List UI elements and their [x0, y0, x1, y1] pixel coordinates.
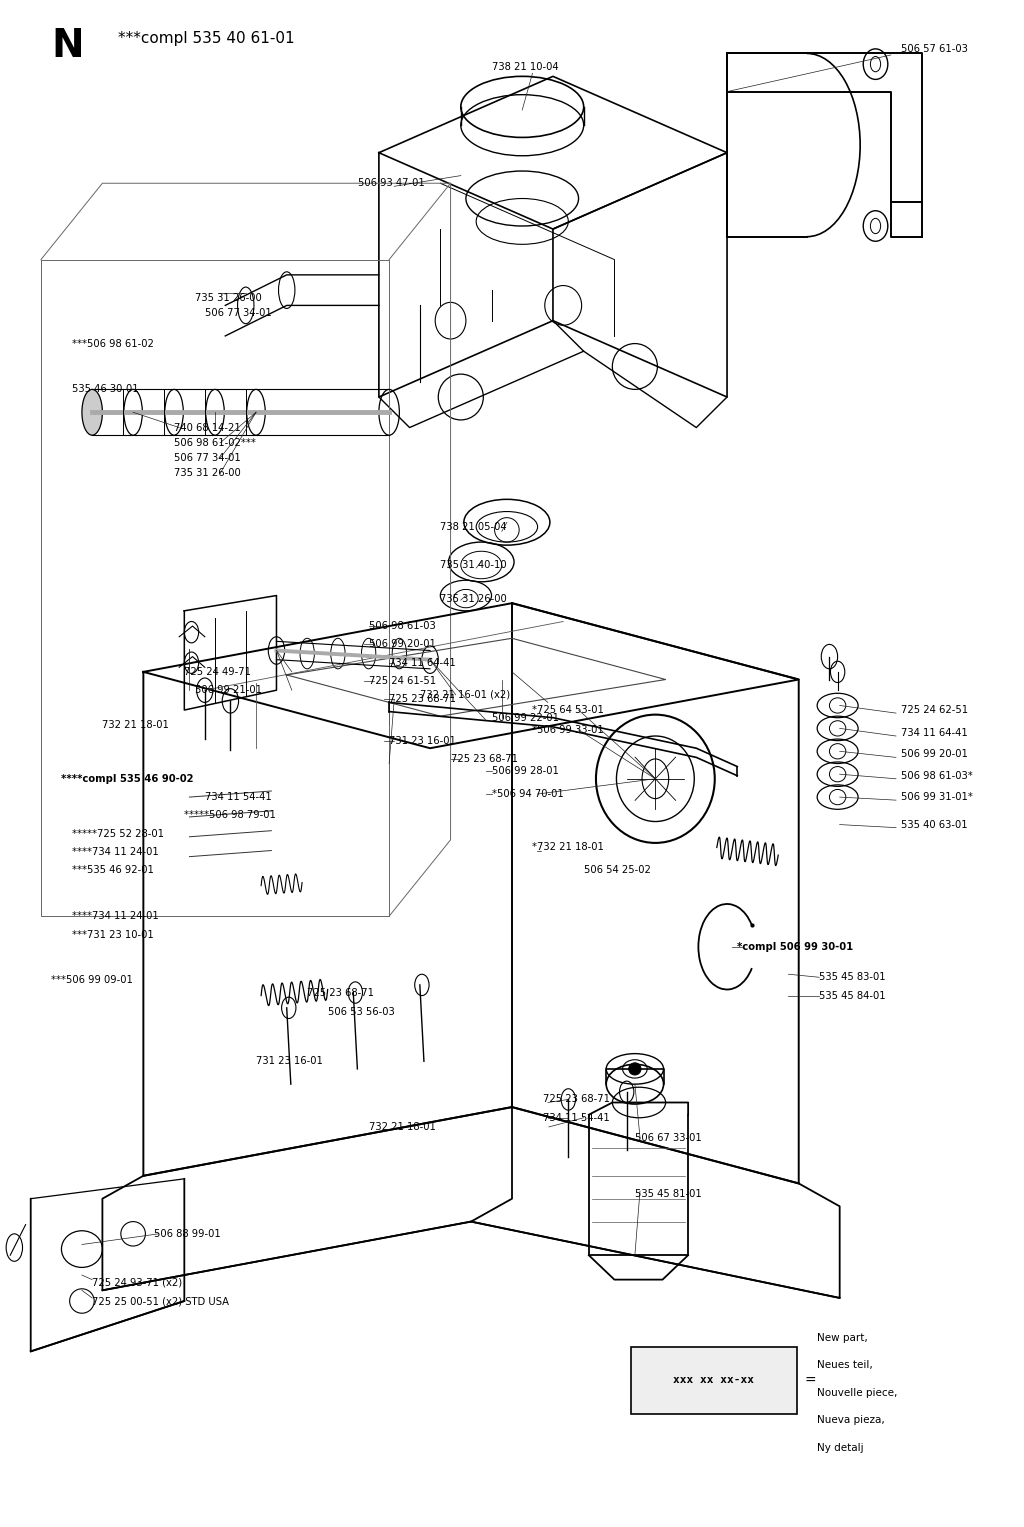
- Text: ***compl 535 40 61-01: ***compl 535 40 61-01: [118, 31, 294, 46]
- Text: 732 21 16-01 (x2): 732 21 16-01 (x2): [420, 690, 510, 699]
- Text: 725 23 68-71: 725 23 68-71: [451, 754, 517, 764]
- Text: 506 67 33-01: 506 67 33-01: [635, 1133, 701, 1142]
- Text: New part,: New part,: [817, 1333, 868, 1342]
- Text: 506 57 61-03: 506 57 61-03: [901, 44, 968, 53]
- Text: 506 77 34-01: 506 77 34-01: [205, 308, 271, 318]
- Text: 738 21 10-04: 738 21 10-04: [492, 63, 558, 72]
- Text: 535 45 83-01: 535 45 83-01: [819, 973, 886, 982]
- Text: ****734 11 24-01: ****734 11 24-01: [72, 912, 159, 921]
- Text: Nueva pieza,: Nueva pieza,: [817, 1416, 885, 1425]
- Text: 732 21 18-01: 732 21 18-01: [102, 721, 169, 730]
- Text: 506 99 28-01: 506 99 28-01: [492, 767, 558, 776]
- Text: 735 31 26-00: 735 31 26-00: [440, 594, 507, 603]
- Text: 725 23 68-71: 725 23 68-71: [307, 988, 374, 997]
- Text: 535 40 63-01: 535 40 63-01: [901, 820, 968, 829]
- Text: 506 93 47-01: 506 93 47-01: [358, 179, 425, 188]
- Text: ***506 98 61-02: ***506 98 61-02: [72, 339, 154, 348]
- Text: Nouvelle piece,: Nouvelle piece,: [817, 1388, 897, 1397]
- Text: ****compl 535 46 90-02: ****compl 535 46 90-02: [61, 774, 194, 783]
- Text: *732 21 18-01: *732 21 18-01: [532, 843, 604, 852]
- Text: *506 99 33-01: *506 99 33-01: [532, 725, 604, 734]
- Text: 735 31 40-10: 735 31 40-10: [440, 560, 507, 570]
- Ellipse shape: [629, 1063, 641, 1075]
- Text: *****725 52 28-01: *****725 52 28-01: [72, 829, 164, 838]
- Text: xxx xx xx-xx: xxx xx xx-xx: [673, 1376, 755, 1385]
- Text: 506 99 21-01: 506 99 21-01: [195, 686, 261, 695]
- Text: 506 98 61-03*: 506 98 61-03*: [901, 771, 973, 780]
- Text: ***535 46 92-01: ***535 46 92-01: [72, 866, 154, 875]
- Text: ***506 99 09-01: ***506 99 09-01: [51, 976, 133, 985]
- Text: 506 99 31-01*: 506 99 31-01*: [901, 793, 973, 802]
- Text: 725 24 61-51: 725 24 61-51: [369, 676, 436, 686]
- Text: 725 24 49-71: 725 24 49-71: [184, 667, 251, 676]
- Text: 725 24 62-51: 725 24 62-51: [901, 705, 969, 715]
- Text: ****734 11 24-01: ****734 11 24-01: [72, 847, 159, 857]
- Text: 506 98 61-03: 506 98 61-03: [369, 621, 435, 631]
- Ellipse shape: [82, 389, 102, 435]
- Text: 731 23 16-01: 731 23 16-01: [389, 736, 456, 745]
- Text: *725 64 53-01: *725 64 53-01: [532, 705, 604, 715]
- FancyBboxPatch shape: [631, 1347, 797, 1414]
- Text: *compl 506 99 30-01: *compl 506 99 30-01: [737, 942, 854, 951]
- Text: Ny detalj: Ny detalj: [817, 1443, 864, 1452]
- Text: Neues teil,: Neues teil,: [817, 1361, 872, 1370]
- Text: 506 99 22-01: 506 99 22-01: [492, 713, 558, 722]
- Text: 506 99 20-01: 506 99 20-01: [369, 640, 435, 649]
- Text: 506 88 99-01: 506 88 99-01: [154, 1229, 220, 1238]
- Text: 506 53 56-03: 506 53 56-03: [328, 1008, 394, 1017]
- Text: 731 23 16-01: 731 23 16-01: [256, 1057, 323, 1066]
- Text: 725 25 00-51 (x2) STD USA: 725 25 00-51 (x2) STD USA: [92, 1296, 229, 1306]
- Text: *506 94 70-01: *506 94 70-01: [492, 789, 563, 799]
- Text: 734 11 64-41: 734 11 64-41: [389, 658, 456, 667]
- Text: N: N: [51, 27, 84, 66]
- Text: 732 21 18-01: 732 21 18-01: [369, 1122, 435, 1132]
- Text: 735 31 26-00: 735 31 26-00: [174, 469, 241, 478]
- Text: 506 98 61-02***: 506 98 61-02***: [174, 438, 256, 447]
- Text: 740 68 14-21: 740 68 14-21: [174, 423, 241, 432]
- Text: 535 45 81-01: 535 45 81-01: [635, 1190, 701, 1199]
- Text: 735 31 26-00: 735 31 26-00: [195, 293, 261, 302]
- Text: 506 77 34-01: 506 77 34-01: [174, 454, 241, 463]
- Text: =: =: [805, 1373, 816, 1388]
- Text: 535 46 30-01: 535 46 30-01: [72, 385, 138, 394]
- Text: 725 24 93-71 (x2): 725 24 93-71 (x2): [92, 1278, 182, 1287]
- Text: ***731 23 10-01: ***731 23 10-01: [72, 930, 154, 939]
- Text: 734 11 54-41: 734 11 54-41: [205, 793, 271, 802]
- Text: *****506 98 79-01: *****506 98 79-01: [184, 811, 276, 820]
- Text: 725 23 68-71: 725 23 68-71: [389, 695, 456, 704]
- Text: 535 45 84-01: 535 45 84-01: [819, 991, 886, 1000]
- Text: 734 11 64-41: 734 11 64-41: [901, 728, 968, 738]
- Text: 734 11 54-41: 734 11 54-41: [543, 1113, 609, 1122]
- Text: 506 99 20-01: 506 99 20-01: [901, 750, 968, 759]
- Text: 725 23 68-71: 725 23 68-71: [543, 1095, 609, 1104]
- Text: 738 21 05-04: 738 21 05-04: [440, 522, 507, 531]
- Text: 506 54 25-02: 506 54 25-02: [584, 866, 650, 875]
